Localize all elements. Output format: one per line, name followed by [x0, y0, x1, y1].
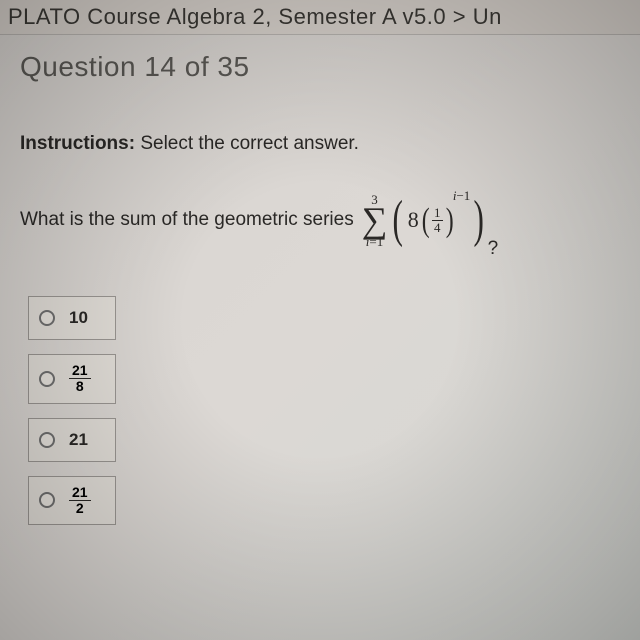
fraction-denominator: 4 [432, 221, 443, 235]
option-b[interactable]: 21 8 [28, 354, 116, 404]
option-d-label: 21 2 [69, 485, 91, 517]
right-paren-icon: ) [474, 202, 484, 238]
instructions: Instructions: Select the correct answer. [20, 133, 620, 155]
option-d-denominator: 2 [73, 501, 87, 516]
left-paren-icon: ( [393, 202, 403, 238]
question-number-header: Question 14 of 35 [20, 51, 620, 83]
outer-paren-group: ( 8 ( 1 4 ) i−1 ) [389, 202, 487, 238]
exponent: i−1 [453, 188, 470, 204]
option-b-numerator: 21 [69, 363, 91, 379]
radio-icon [39, 371, 55, 387]
breadcrumb[interactable]: PLATO Course Algebra 2, Semester A v5.0 … [0, 0, 640, 35]
base-fraction: 1 4 [432, 206, 443, 236]
inner-right-paren-icon: ) [445, 209, 453, 233]
question-content: Question 14 of 35 Instructions: Select t… [0, 35, 640, 541]
math-expression: 3 ∑ i=1 ( 8 ( 1 4 ) i−1 ) [360, 193, 488, 248]
question-stem: What is the sum of the geometric series … [20, 193, 620, 248]
option-a[interactable]: 10 [28, 296, 116, 340]
inner-left-paren-icon: ( [421, 209, 429, 233]
radio-icon [39, 432, 55, 448]
option-d-numerator: 21 [69, 485, 91, 501]
question-mark: ? [488, 238, 499, 260]
option-c-label: 21 [69, 430, 88, 450]
question-stem-text: What is the sum of the geometric series [20, 209, 354, 231]
option-b-denominator: 8 [73, 379, 87, 394]
sigma-symbol: ∑ [362, 206, 388, 235]
option-b-label: 21 8 [69, 363, 91, 395]
instructions-text: Select the correct answer. [135, 133, 359, 154]
option-c[interactable]: 21 [28, 418, 116, 462]
sigma-lower-limit: i=1 [366, 235, 383, 248]
option-d[interactable]: 21 2 [28, 476, 116, 526]
radio-icon [39, 310, 55, 326]
instructions-label: Instructions: [20, 133, 135, 154]
coefficient: 8 [408, 207, 419, 233]
fraction-numerator: 1 [432, 206, 443, 221]
radio-icon [39, 492, 55, 508]
breadcrumb-text: PLATO Course Algebra 2, Semester A v5.0 … [8, 4, 502, 29]
answer-options: 10 21 8 21 21 2 [28, 296, 620, 526]
sigma-icon: 3 ∑ i=1 [362, 193, 388, 248]
option-a-label: 10 [69, 308, 88, 328]
